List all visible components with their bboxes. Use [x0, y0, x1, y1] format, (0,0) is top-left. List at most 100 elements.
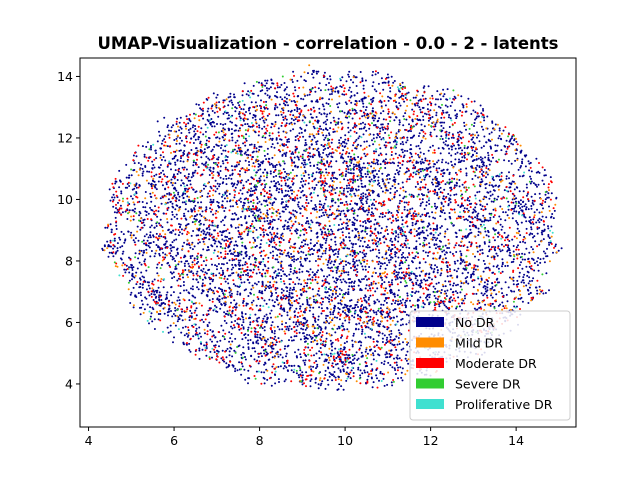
scatter-point [360, 355, 363, 358]
scatter-point [428, 273, 431, 276]
scatter-point [338, 139, 341, 142]
scatter-point [247, 295, 250, 297]
scatter-point [361, 166, 364, 169]
scatter-point [229, 337, 232, 340]
scatter-point [302, 135, 305, 138]
scatter-point [479, 104, 482, 107]
scatter-point [346, 247, 349, 250]
scatter-point [146, 303, 149, 306]
scatter-point [463, 156, 466, 159]
scatter-point [130, 263, 133, 266]
scatter-point [243, 368, 246, 371]
scatter-point [296, 203, 299, 206]
scatter-point [195, 103, 198, 106]
scatter-point [502, 305, 505, 308]
scatter-point [158, 254, 161, 257]
scatter-point [387, 112, 390, 115]
scatter-point [234, 240, 237, 243]
scatter-point [525, 206, 528, 209]
scatter-point [436, 206, 439, 208]
scatter-point [191, 126, 194, 129]
scatter-point [234, 370, 237, 373]
scatter-point [353, 354, 356, 357]
scatter-point [203, 187, 205, 190]
scatter-point [271, 299, 274, 302]
scatter-point [397, 182, 400, 185]
scatter-point [362, 121, 364, 124]
scatter-point [394, 152, 397, 155]
scatter-point [204, 236, 207, 239]
scatter-point [278, 272, 281, 275]
scatter-point [524, 258, 526, 261]
scatter-point [463, 160, 465, 162]
scatter-point [179, 137, 182, 139]
scatter-point [341, 93, 344, 96]
scatter-point [345, 103, 348, 105]
scatter-point [536, 232, 539, 235]
scatter-point [265, 87, 268, 90]
scatter-point [371, 107, 374, 110]
scatter-point [260, 239, 263, 242]
scatter-point [280, 314, 283, 317]
scatter-point [182, 276, 184, 279]
scatter-point [375, 150, 377, 153]
scatter-point [504, 265, 507, 267]
scatter-point [172, 229, 175, 232]
scatter-point [209, 198, 212, 201]
scatter-point [325, 171, 328, 174]
scatter-point [452, 284, 455, 287]
scatter-point [444, 104, 447, 107]
scatter-point [448, 126, 451, 128]
scatter-point [337, 388, 340, 391]
scatter-point [301, 374, 304, 377]
scatter-point [462, 259, 465, 262]
scatter-point [362, 192, 365, 195]
scatter-point [231, 327, 234, 330]
scatter-point [320, 159, 323, 162]
scatter-point [313, 207, 316, 210]
scatter-point [211, 263, 213, 266]
scatter-point [142, 251, 145, 254]
scatter-point [438, 167, 441, 170]
scatter-point [439, 152, 442, 155]
scatter-point [259, 352, 262, 355]
scatter-point [397, 337, 400, 339]
scatter-point [230, 333, 233, 335]
scatter-point [261, 162, 264, 165]
scatter-point [480, 125, 483, 128]
scatter-point [457, 131, 459, 134]
scatter-point [531, 233, 534, 235]
scatter-point [363, 299, 366, 302]
scatter-point [216, 340, 219, 343]
scatter-point [448, 171, 451, 174]
scatter-point [147, 284, 150, 287]
scatter-point [200, 292, 203, 295]
scatter-point [191, 285, 194, 288]
scatter-point [423, 208, 426, 210]
scatter-point [251, 116, 254, 119]
scatter-point [172, 271, 175, 274]
scatter-point [336, 316, 339, 319]
scatter-point [317, 70, 320, 73]
scatter-point [337, 250, 340, 253]
scatter-point [365, 202, 368, 205]
scatter-point [453, 260, 456, 263]
scatter-point [345, 173, 347, 176]
scatter-point [377, 249, 380, 252]
scatter-point [263, 263, 266, 266]
scatter-point [542, 207, 544, 210]
scatter-point [213, 238, 215, 241]
scatter-point [407, 264, 410, 267]
scatter-point [411, 118, 414, 121]
scatter-point [518, 175, 521, 178]
scatter-point [360, 193, 363, 196]
scatter-point [216, 310, 219, 313]
scatter-point [547, 192, 550, 195]
scatter-point [515, 186, 518, 189]
scatter-point [419, 243, 422, 246]
scatter-point [435, 239, 437, 242]
scatter-point [201, 162, 204, 165]
scatter-point [325, 123, 328, 126]
scatter-point [334, 123, 337, 126]
scatter-point [343, 160, 346, 163]
